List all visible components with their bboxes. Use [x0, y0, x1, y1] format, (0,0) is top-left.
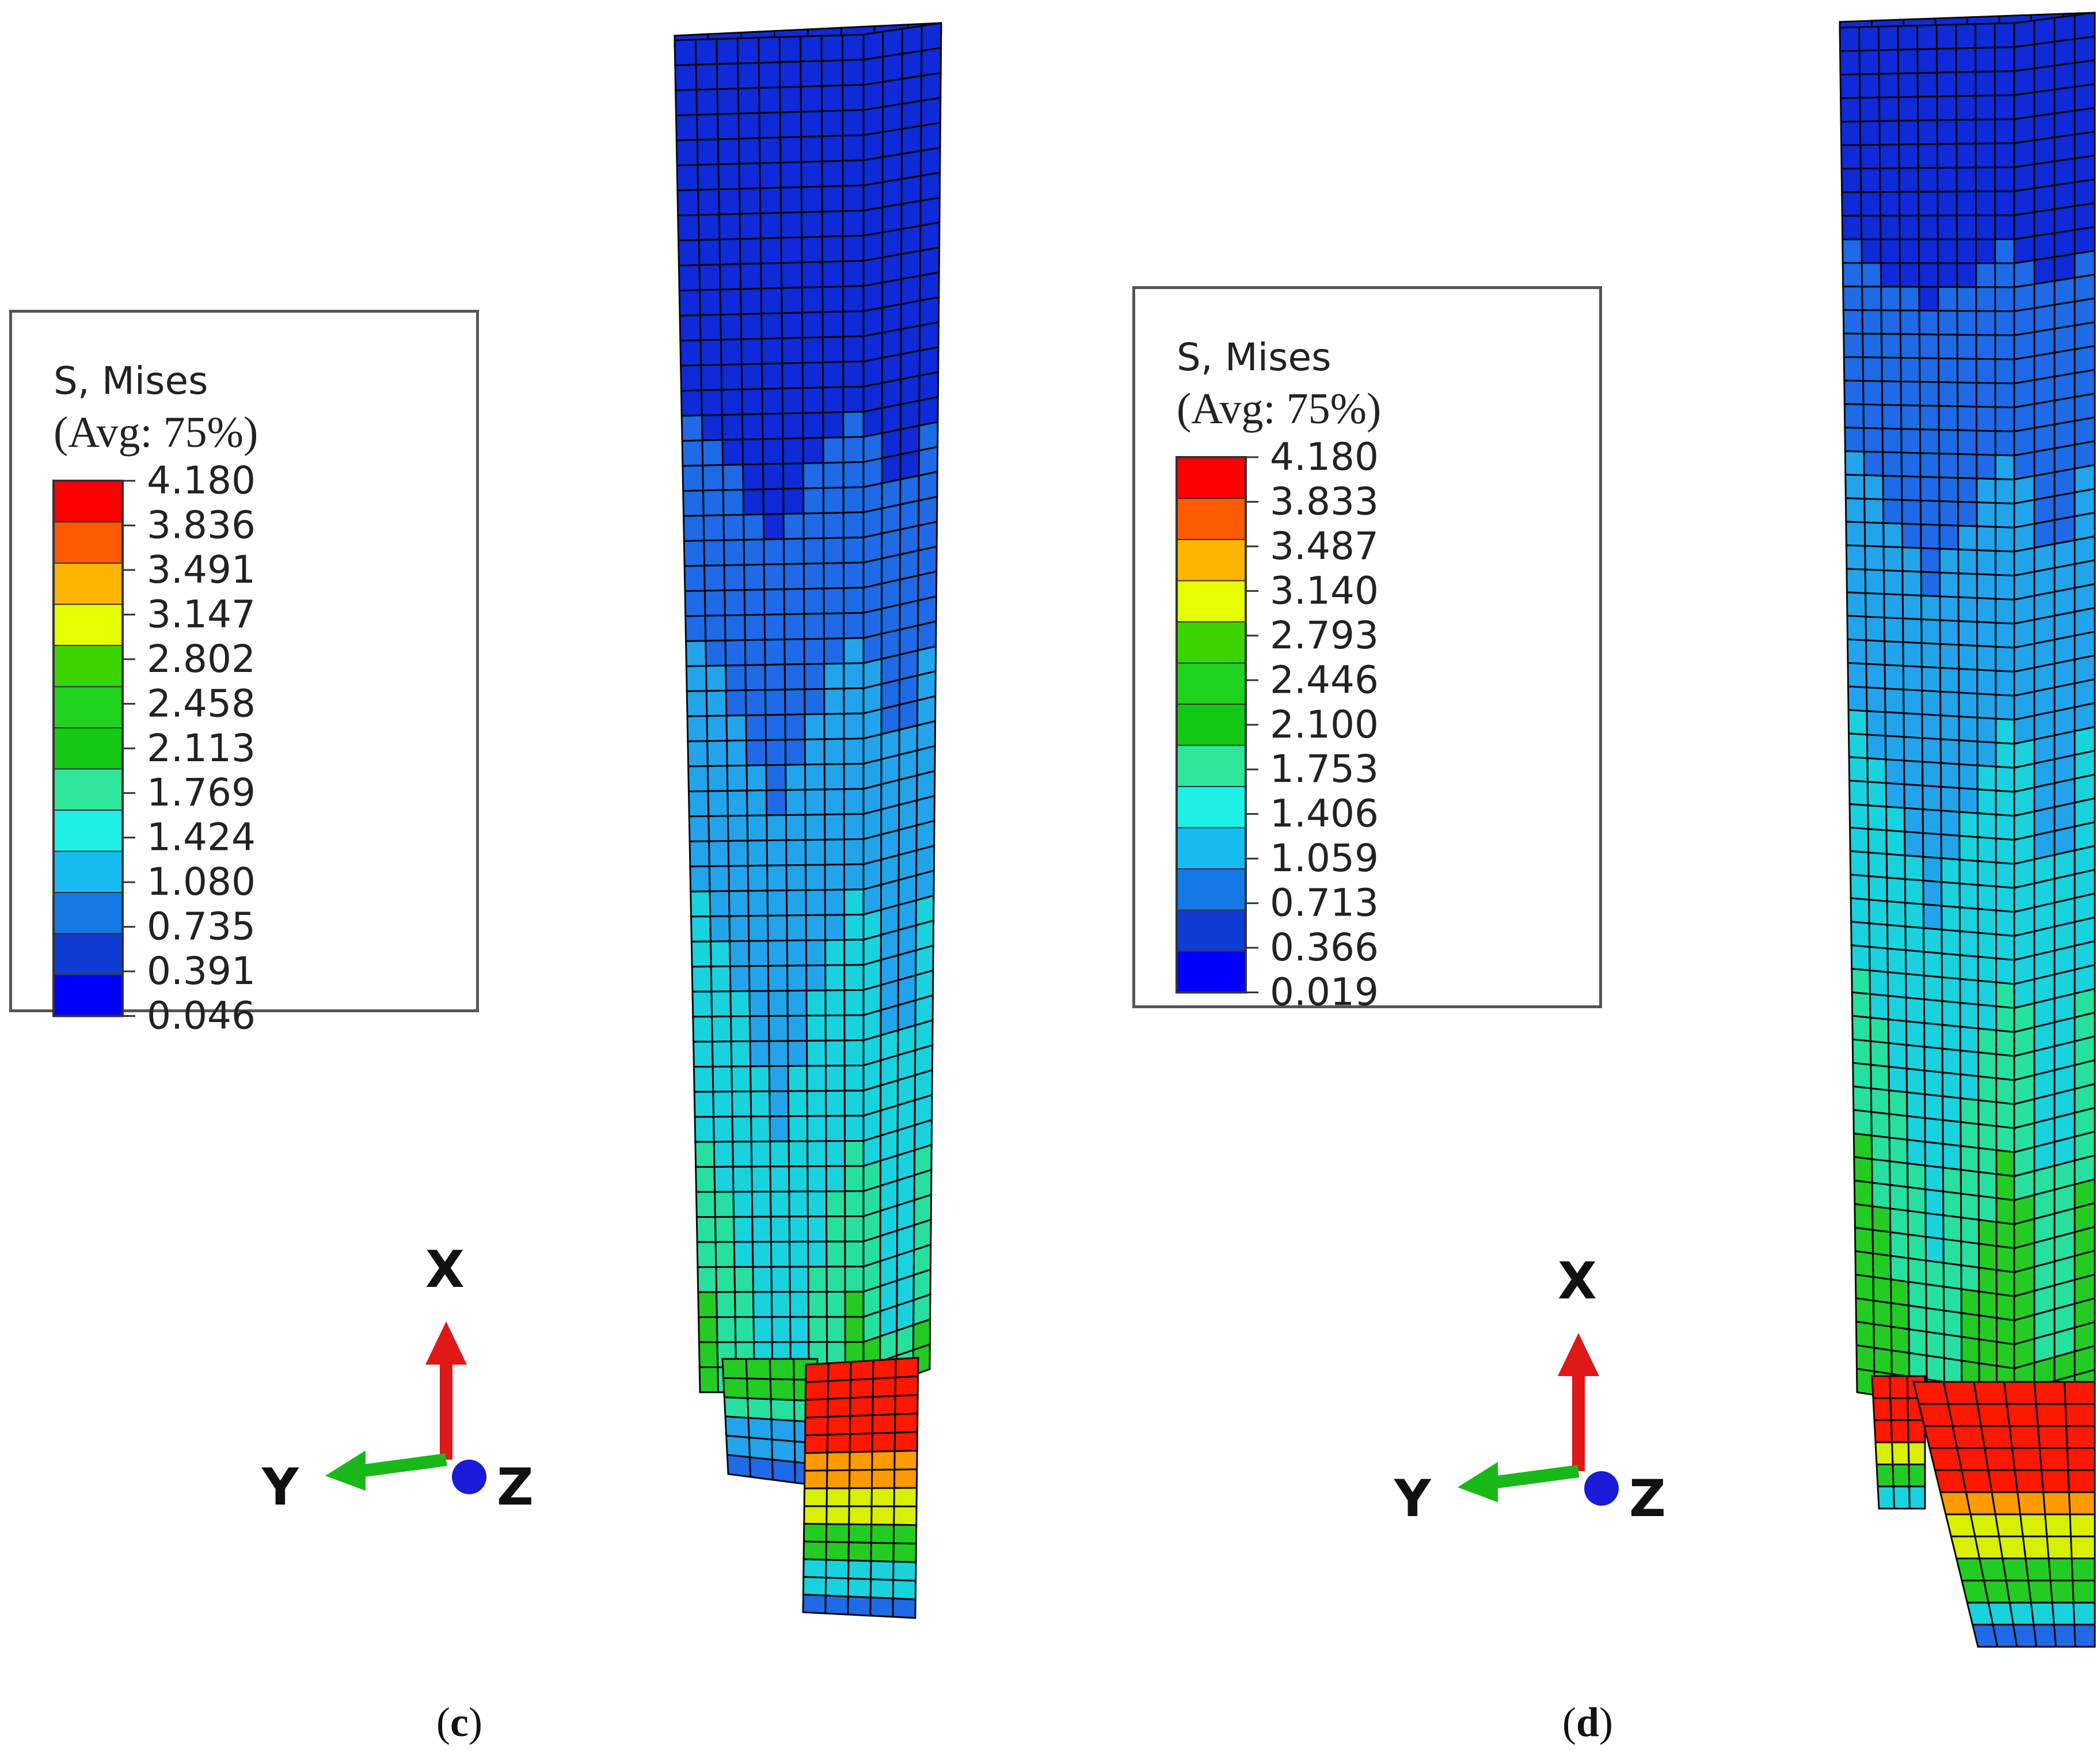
axis-triad-c: X Y Z — [261, 1240, 534, 1517]
colorbar-swatch — [1176, 704, 1246, 746]
legend-tick-label: 2.802 — [147, 637, 256, 681]
colorbar-swatch — [53, 727, 123, 770]
legend-colorbar-c: 4.1803.8363.4913.1472.8022.4582.1131.769… — [52, 458, 256, 1038]
legend-tick-label: 2.446 — [1270, 658, 1379, 702]
legend-avg: (Avg: 75%) — [54, 408, 258, 457]
y-axis-label: Y — [261, 1457, 299, 1517]
mesh-c — [674, 22, 942, 1619]
colorbar-swatch — [1176, 827, 1246, 869]
colorbar-swatch — [1176, 580, 1246, 622]
legend-tick-label: 1.059 — [1270, 836, 1379, 880]
legend-tick-label: 0.046 — [147, 994, 256, 1038]
mesh-face — [2013, 12, 2096, 1418]
panel-c: S, Mises (Avg: 75%) 4.180 3.836 3.491 3.147… — [9, 22, 942, 1745]
mesh-face — [1912, 1381, 2096, 1648]
legend-c: S, Mises (Avg: 75%) 4.180 3.836 3.491 3.147… — [9, 310, 479, 1038]
legend-tick-label: 0.366 — [1270, 925, 1379, 970]
colorbar-swatch — [53, 686, 123, 728]
caption-letter: d — [1576, 1699, 1600, 1745]
y-axis-arrow — [359, 1453, 447, 1477]
legend-tick-label: 3.836 — [147, 503, 256, 547]
legend-tick-label: 1.769 — [147, 770, 256, 815]
legend-tick-label: 3.487 — [1270, 524, 1379, 568]
legend-tick-label: 0.735 — [147, 905, 256, 949]
mesh-d — [1839, 12, 2096, 1648]
x-axis-label: X — [1558, 1251, 1597, 1311]
legend-avg: (Avg: 75%) — [1177, 385, 1382, 433]
x-axis-label: X — [425, 1240, 465, 1299]
caption-c: (c) — [436, 1699, 482, 1745]
legend-tick-label: 0.713 — [1270, 881, 1379, 925]
legend-tick-label: 3.833 — [1270, 479, 1379, 523]
z-axis-dot — [1584, 1471, 1619, 1506]
panel-d: S, Mises (Avg: 75%) 4.180 3.833 3.487 3.140… — [1050, 0, 2100, 1751]
legend-tick-label: 0.391 — [147, 949, 256, 993]
legend-title: S, Mises — [54, 359, 208, 403]
colorbar-swatch — [53, 810, 123, 852]
colorbar-swatch — [53, 645, 123, 688]
mesh-face — [1839, 22, 2015, 1418]
caption-letter: c — [450, 1699, 469, 1745]
mesh-face — [802, 1357, 919, 1619]
colorbar-swatch — [1176, 621, 1246, 664]
legend-tick-label: 1.753 — [1270, 747, 1379, 791]
legend-tick-label: 3.140 — [1270, 568, 1379, 613]
legend-tick-label: 4.180 — [1270, 435, 1379, 479]
colorbar-swatch — [1176, 868, 1246, 911]
z-axis-dot — [452, 1460, 486, 1494]
caption-d: (d) — [1562, 1699, 1614, 1745]
legend-tick-label: 1.080 — [147, 860, 256, 904]
colorbar-swatch — [53, 933, 123, 975]
legend-colorbar-d: 4.1803.8333.4873.1402.7932.4462.1001.753… — [1175, 435, 1379, 1015]
legend-title: S, Mises — [1177, 335, 1331, 379]
colorbar-swatch — [1176, 745, 1246, 787]
mesh-face — [862, 22, 942, 1394]
colorbar-swatch — [53, 603, 123, 646]
z-axis-label: Z — [1629, 1469, 1666, 1528]
legend-tick-label: 2.458 — [147, 681, 256, 726]
colorbar-swatch — [1176, 539, 1246, 582]
legend-tick-label: 3.491 — [147, 548, 256, 592]
z-axis-label: Z — [497, 1457, 534, 1517]
y-axis-label: Y — [1394, 1469, 1432, 1528]
legend-tick-label: 2.100 — [1270, 702, 1379, 747]
legend-tick-label: 1.424 — [147, 815, 256, 860]
axis-triad-d: X Y Z — [1394, 1251, 1666, 1528]
legend-tick-label: 2.113 — [147, 726, 256, 770]
mesh-face — [674, 33, 865, 1393]
legend-tick-label: 2.793 — [1270, 613, 1379, 658]
colorbar-swatch — [53, 892, 123, 935]
colorbar-swatch — [53, 850, 123, 893]
legend-tick-label: 4.180 — [147, 458, 256, 503]
colorbar-swatch — [53, 974, 123, 1017]
legend-d: S, Mises (Avg: 75%) 4.180 3.833 3.487 3.140… — [1132, 286, 1602, 1015]
colorbar-swatch — [53, 563, 123, 605]
legend-tick-label: 3.147 — [147, 592, 256, 636]
legend-tick-label: 0.019 — [1270, 970, 1379, 1015]
y-axis-arrow — [1491, 1465, 1580, 1489]
legend-tick-label: 1.406 — [1270, 792, 1379, 836]
